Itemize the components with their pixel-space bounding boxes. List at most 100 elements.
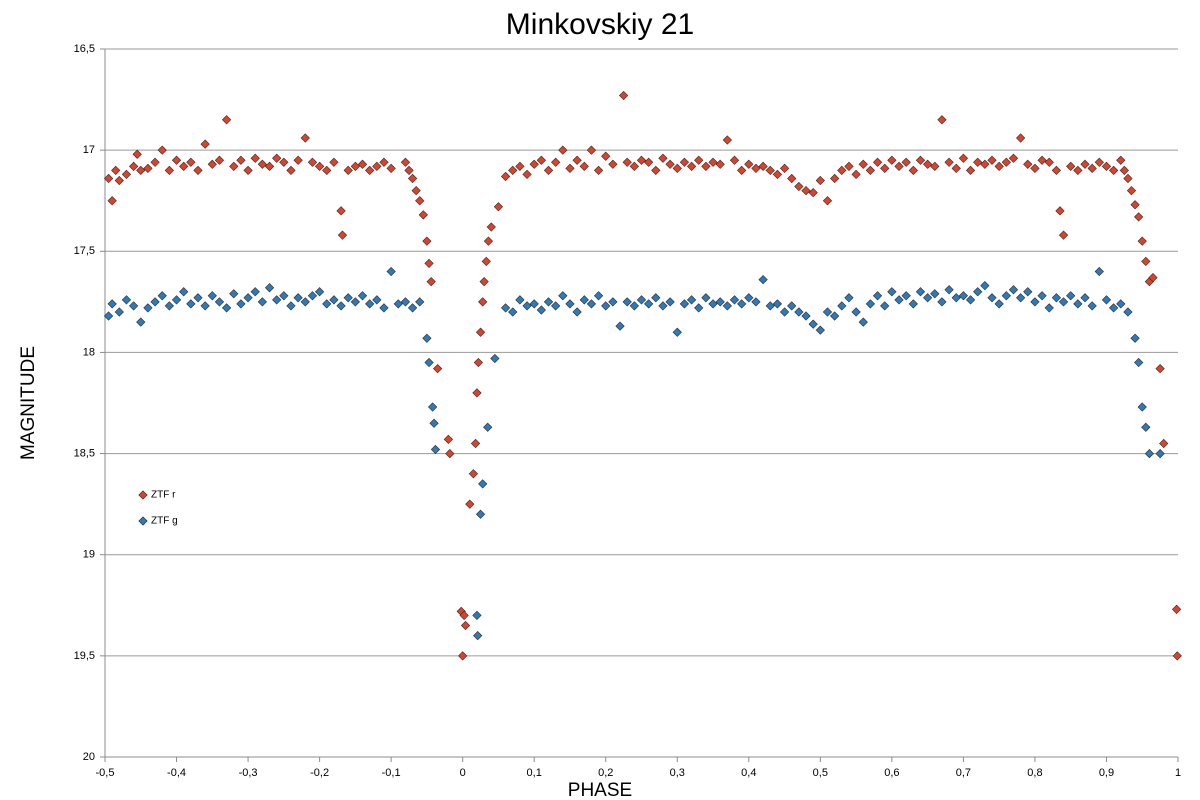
- data-point: [708, 157, 718, 167]
- data-point: [445, 448, 455, 459]
- data-point: [418, 210, 428, 220]
- data-point: [1001, 157, 1011, 167]
- data-point: [404, 165, 414, 175]
- data-point: [908, 165, 918, 175]
- data-point: [1123, 173, 1133, 184]
- data-point: [179, 287, 189, 297]
- data-point: [107, 299, 117, 309]
- data-point: [522, 169, 532, 180]
- data-point: [1066, 291, 1076, 301]
- data-point: [307, 157, 318, 167]
- data-point: [1137, 236, 1147, 246]
- data-point: [300, 297, 310, 307]
- data-point: [529, 159, 539, 169]
- data-point: [1030, 297, 1040, 307]
- data-point: [472, 388, 482, 398]
- data-point: [114, 307, 124, 317]
- data-point: [1155, 363, 1165, 374]
- data-point: [229, 161, 239, 171]
- data-point: [490, 353, 500, 364]
- data-point: [478, 297, 488, 307]
- data-point: [1119, 165, 1129, 175]
- data-point: [121, 169, 132, 180]
- data-point: [965, 295, 976, 305]
- data-point: [923, 159, 933, 169]
- data-point: [221, 115, 232, 125]
- data-point: [923, 293, 933, 303]
- data-point: [207, 291, 217, 301]
- data-point: [1155, 448, 1165, 459]
- data-point: [629, 301, 639, 311]
- x-tick-label: 0,1: [527, 767, 542, 779]
- data-point: [424, 258, 434, 269]
- data-point: [493, 202, 504, 212]
- legend-label: ZTF r: [151, 490, 176, 501]
- data-point: [672, 163, 682, 173]
- data-point: [1080, 293, 1090, 303]
- data-point: [415, 297, 425, 307]
- data-point: [830, 311, 840, 321]
- data-point: [286, 165, 296, 175]
- data-point: [481, 256, 491, 267]
- data-point: [865, 299, 876, 309]
- data-point: [658, 153, 668, 163]
- data-point: [618, 90, 629, 101]
- data-point: [715, 159, 725, 169]
- data-point: [679, 299, 690, 309]
- data-point: [257, 297, 267, 307]
- data-point: [473, 357, 484, 368]
- data-point: [1171, 604, 1182, 614]
- data-point: [715, 297, 725, 307]
- y-tick-label: 20: [83, 751, 95, 763]
- data-point: [858, 317, 868, 327]
- data-point: [808, 319, 818, 329]
- data-point: [422, 236, 432, 246]
- data-point: [500, 171, 511, 182]
- data-point: [551, 157, 561, 167]
- data-point: [565, 299, 575, 309]
- data-point: [851, 307, 861, 317]
- data-point: [808, 187, 818, 198]
- data-point: [1101, 161, 1112, 171]
- x-tick-label: 0,3: [670, 767, 685, 779]
- data-point: [937, 115, 947, 125]
- data-point: [586, 145, 597, 155]
- data-point: [1134, 357, 1144, 368]
- data-point: [980, 159, 990, 169]
- data-point: [307, 291, 318, 301]
- data-point: [365, 165, 375, 175]
- data-point: [636, 295, 647, 305]
- data-point: [593, 291, 604, 301]
- x-tick-label: 0,6: [884, 767, 899, 779]
- x-tick-label: -0,5: [96, 767, 115, 779]
- data-point: [558, 145, 568, 155]
- data-point: [272, 295, 282, 305]
- data-point: [801, 311, 811, 321]
- data-point: [701, 293, 711, 303]
- data-point: [465, 499, 475, 509]
- data-point: [751, 297, 761, 307]
- data-point: [171, 295, 182, 305]
- data-point: [987, 155, 997, 165]
- data-point: [844, 161, 854, 171]
- data-point: [536, 155, 546, 165]
- data-point: [1044, 157, 1054, 167]
- data-point: [851, 169, 861, 180]
- data-point: [486, 222, 496, 232]
- data-point: [1172, 651, 1182, 661]
- data-point: [422, 333, 432, 343]
- x-tick-label: 1: [1175, 767, 1181, 779]
- data-point: [651, 165, 661, 175]
- data-point: [1037, 155, 1047, 165]
- data-point: [801, 185, 811, 196]
- data-point: [608, 297, 618, 307]
- data-point: [433, 363, 443, 374]
- data-point: [779, 307, 790, 317]
- data-point: [508, 165, 518, 175]
- data-point: [336, 301, 346, 311]
- data-point: [551, 301, 561, 311]
- data-point: [164, 301, 175, 311]
- data-point: [901, 291, 911, 301]
- data-point: [1134, 212, 1144, 222]
- data-point: [186, 157, 196, 167]
